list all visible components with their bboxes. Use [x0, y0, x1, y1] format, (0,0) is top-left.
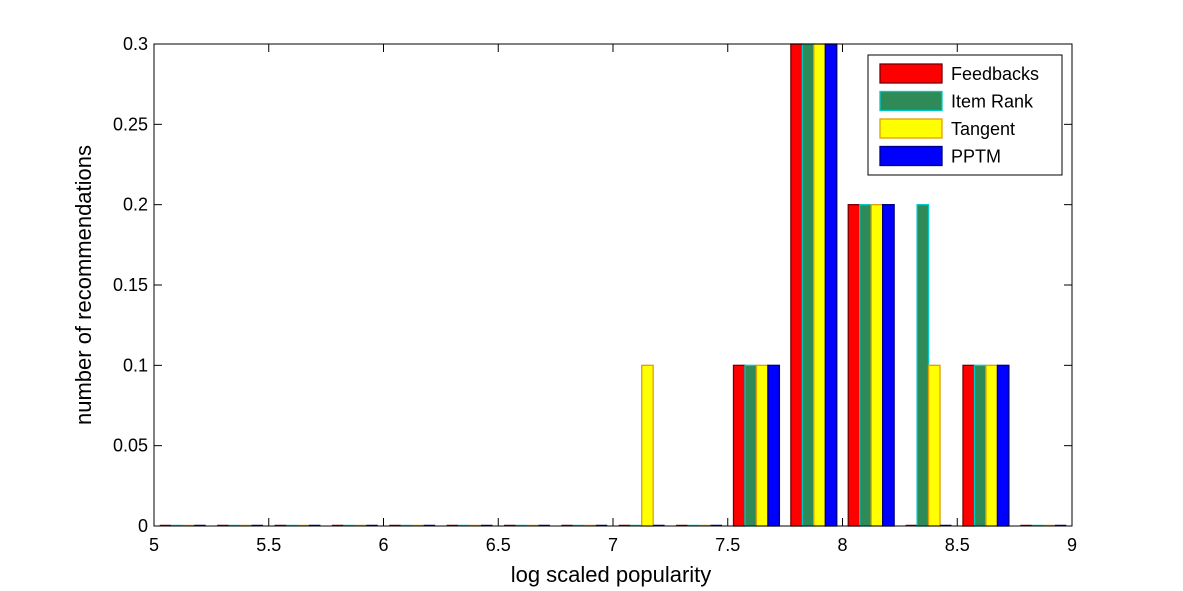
x-tick-label: 8.5 — [945, 535, 970, 555]
legend: Feedbacks Item Rank Tangent PPTM — [867, 54, 1063, 176]
bar — [790, 43, 803, 527]
bar — [732, 364, 746, 527]
bar — [962, 364, 976, 527]
bar — [801, 43, 815, 527]
bar — [813, 43, 826, 527]
bar — [641, 364, 654, 527]
y-axis-label: number of recommendations — [71, 145, 96, 425]
bar — [847, 204, 861, 527]
legend-label: Feedbacks — [951, 64, 1039, 84]
x-tick-label: 7.5 — [715, 535, 740, 555]
bar — [985, 364, 999, 527]
bar — [755, 364, 769, 527]
bars-layer — [159, 43, 1067, 527]
bar — [973, 364, 987, 527]
y-tick-label: 0 — [138, 516, 148, 536]
y-tick-label: 0.2 — [123, 195, 148, 215]
bar — [996, 364, 1010, 527]
x-tick-label: 9 — [1067, 535, 1077, 555]
axes-layer: 5 5.5 6 6.5 7 7.5 8 8.5 9 0 0.05 0.1 0.15 0.2 0.25 0.3 — [113, 34, 1077, 555]
x-tick-label: 5 — [149, 535, 159, 555]
bar — [882, 204, 895, 527]
legend-swatch — [879, 145, 943, 167]
y-tick-label: 0.05 — [113, 436, 148, 456]
bar — [767, 364, 781, 527]
y-tick-label: 0.3 — [123, 34, 148, 54]
legend-label: Item Rank — [951, 92, 1034, 112]
x-tick-label: 5.5 — [256, 535, 281, 555]
bar — [870, 204, 884, 527]
legend-swatch — [879, 90, 943, 112]
legend-label: PPTM — [951, 147, 1001, 167]
bar — [744, 364, 758, 527]
bar — [824, 43, 838, 527]
bar — [859, 204, 872, 527]
x-tick-label: 7 — [608, 535, 618, 555]
legend-swatch — [879, 118, 943, 139]
x-axis-label: log scaled popularity — [511, 562, 712, 587]
x-tick-label: 6 — [378, 535, 388, 555]
bar — [927, 364, 941, 527]
x-tick-label: 6.5 — [486, 535, 511, 555]
legend-swatch — [879, 63, 943, 84]
y-tick-label: 0.15 — [113, 275, 148, 295]
legend-label: Tangent — [951, 119, 1015, 139]
y-tick-label: 0.25 — [113, 114, 148, 134]
x-tick-label: 8 — [837, 535, 847, 555]
bar — [916, 204, 930, 527]
y-tick-label: 0.1 — [123, 355, 148, 375]
